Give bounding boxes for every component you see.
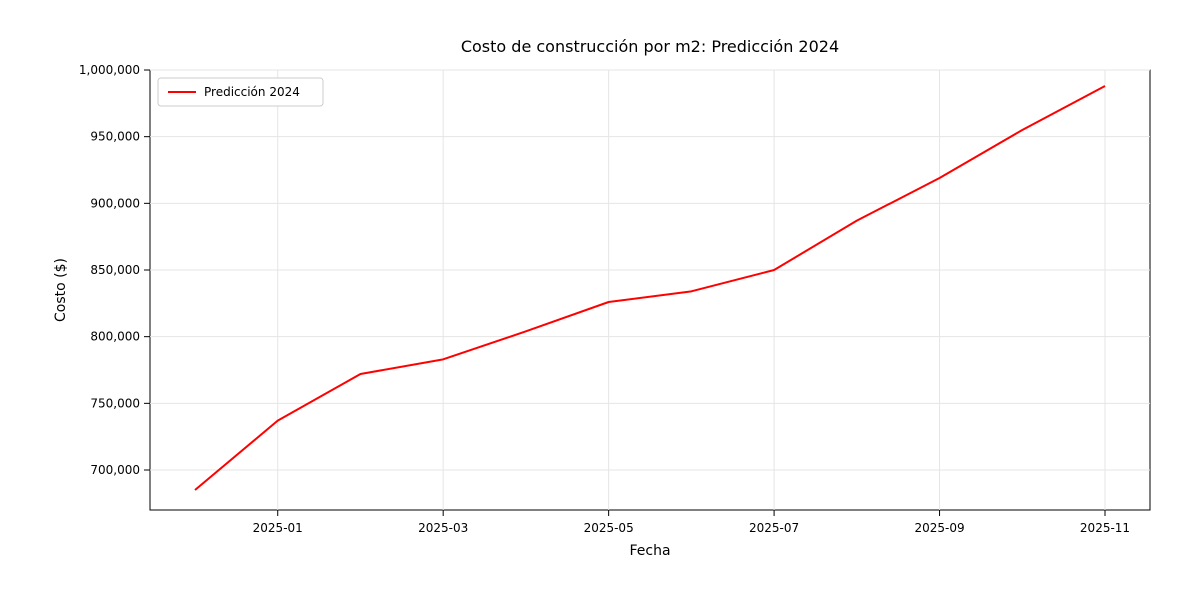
y-tick-label: 1,000,000	[79, 63, 140, 77]
legend-label: Predicción 2024	[204, 85, 300, 99]
x-tick-label: 2025-07	[749, 521, 799, 535]
y-tick-label: 800,000	[90, 330, 140, 344]
chart-title: Costo de construcción por m2: Predicción…	[461, 37, 839, 56]
x-tick-label: 2025-01	[253, 521, 303, 535]
chart-svg: 700,000 750,000 800,000 850,000 900,000 950,0…	[0, 0, 1200, 600]
x-axis-label: Fecha	[629, 543, 670, 559]
chart-container: 700,000 750,000 800,000 850,000 900,000 950,0…	[0, 0, 1200, 600]
y-axis-label: Costo ($)	[53, 258, 69, 322]
y-tick-label: 900,000	[90, 196, 140, 210]
x-tick-label: 2025-09	[914, 521, 964, 535]
x-tick-label: 2025-03	[418, 521, 468, 535]
y-tick-label: 750,000	[90, 396, 140, 410]
y-tick-label: 700,000	[90, 463, 140, 477]
x-tick-label: 2025-11	[1080, 521, 1130, 535]
y-tick-label: 950,000	[90, 130, 140, 144]
x-tick-label: 2025-05	[584, 521, 634, 535]
y-tick-label: 850,000	[90, 263, 140, 277]
